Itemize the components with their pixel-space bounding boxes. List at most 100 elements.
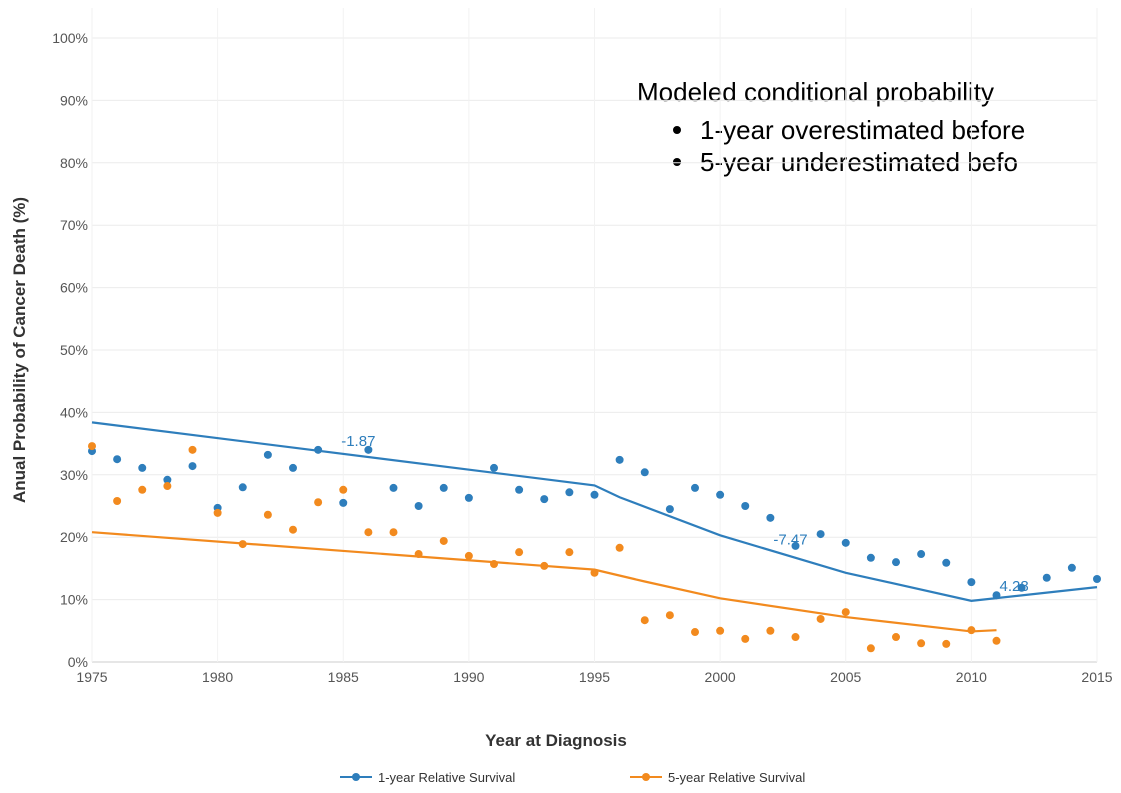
point <box>942 639 951 648</box>
point <box>414 502 423 510</box>
point <box>113 455 122 464</box>
point <box>439 483 448 492</box>
point <box>364 528 373 537</box>
point <box>716 626 725 635</box>
point <box>490 560 498 569</box>
point <box>163 475 172 484</box>
x-axis-title: Year at Diagnosis <box>485 731 627 750</box>
point <box>289 463 297 472</box>
y-tick-label: 100% <box>52 30 88 46</box>
y-tick-label: 30% <box>60 467 88 483</box>
annotation: 4.28 <box>999 578 1028 595</box>
point <box>464 551 473 560</box>
point <box>992 591 1001 600</box>
x-tick-label: 2005 <box>830 669 861 685</box>
point <box>741 502 750 510</box>
legend-marker <box>642 773 650 781</box>
point <box>640 616 649 625</box>
y-tick-label: 20% <box>60 529 88 545</box>
point <box>339 498 348 507</box>
point <box>515 485 524 494</box>
point <box>213 508 222 517</box>
point <box>892 633 900 642</box>
point <box>766 513 775 522</box>
x-tick-label: 1985 <box>328 669 359 685</box>
point <box>1017 583 1026 592</box>
point <box>113 497 122 506</box>
point <box>691 483 699 492</box>
point <box>691 628 699 637</box>
point <box>389 483 398 492</box>
point <box>917 550 926 559</box>
x-tick-label: 1980 <box>202 669 233 685</box>
x-tick-label: 1975 <box>76 669 107 685</box>
point <box>238 483 247 492</box>
note-bullet: 1-year overestimated before <box>700 115 1025 145</box>
point <box>791 633 800 642</box>
point <box>138 485 147 494</box>
point <box>414 550 423 559</box>
bullet <box>673 126 681 134</box>
point <box>640 468 649 477</box>
legend-label: 1-year Relative Survival <box>378 770 515 785</box>
annotation: -1.87 <box>341 433 375 450</box>
point <box>917 639 926 648</box>
point <box>615 543 624 552</box>
point <box>163 482 172 491</box>
legend-marker <box>352 773 360 781</box>
bullet <box>673 158 681 166</box>
point <box>515 548 524 557</box>
point <box>942 558 951 567</box>
annotation: -7.47 <box>773 532 807 549</box>
fit-line <box>91 421 1098 602</box>
x-tick-label: 1990 <box>453 669 484 685</box>
point <box>389 528 398 537</box>
point <box>665 611 674 620</box>
point <box>967 578 976 587</box>
point <box>263 510 272 519</box>
y-tick-label: 70% <box>60 217 88 233</box>
point <box>540 561 549 570</box>
y-tick-label: 40% <box>60 404 88 420</box>
point <box>716 490 725 499</box>
legend-label: 5-year Relative Survival <box>668 770 805 785</box>
point <box>565 488 574 497</box>
point <box>967 626 976 635</box>
point <box>615 455 624 464</box>
note-bullet: 5-year underestimated befo <box>700 147 1018 177</box>
point <box>490 463 498 472</box>
point <box>816 530 825 539</box>
y-tick-label: 10% <box>60 592 88 608</box>
y-tick-label: 80% <box>60 155 88 171</box>
point <box>314 498 323 507</box>
y-tick-label: 60% <box>60 280 88 296</box>
fit-line <box>91 531 997 633</box>
point <box>590 490 599 499</box>
point <box>263 450 272 459</box>
point <box>565 548 574 557</box>
x-tick-label: 2000 <box>705 669 736 685</box>
point <box>665 505 674 514</box>
point <box>766 626 775 635</box>
point <box>188 462 197 471</box>
point <box>590 568 599 577</box>
x-tick-label: 2015 <box>1081 669 1112 685</box>
point <box>841 538 850 547</box>
point <box>892 558 900 567</box>
point <box>314 445 323 454</box>
point <box>816 614 825 623</box>
point <box>540 495 549 504</box>
y-tick-label: 90% <box>60 92 88 108</box>
point <box>1042 573 1051 582</box>
point <box>866 644 875 653</box>
point <box>741 634 750 643</box>
point <box>1093 575 1101 584</box>
note-title: Modeled conditional probability <box>637 77 994 107</box>
point <box>866 553 875 562</box>
point <box>88 442 96 451</box>
point <box>992 636 1001 645</box>
y-tick-label: 0% <box>68 654 88 670</box>
x-tick-label: 1995 <box>579 669 610 685</box>
